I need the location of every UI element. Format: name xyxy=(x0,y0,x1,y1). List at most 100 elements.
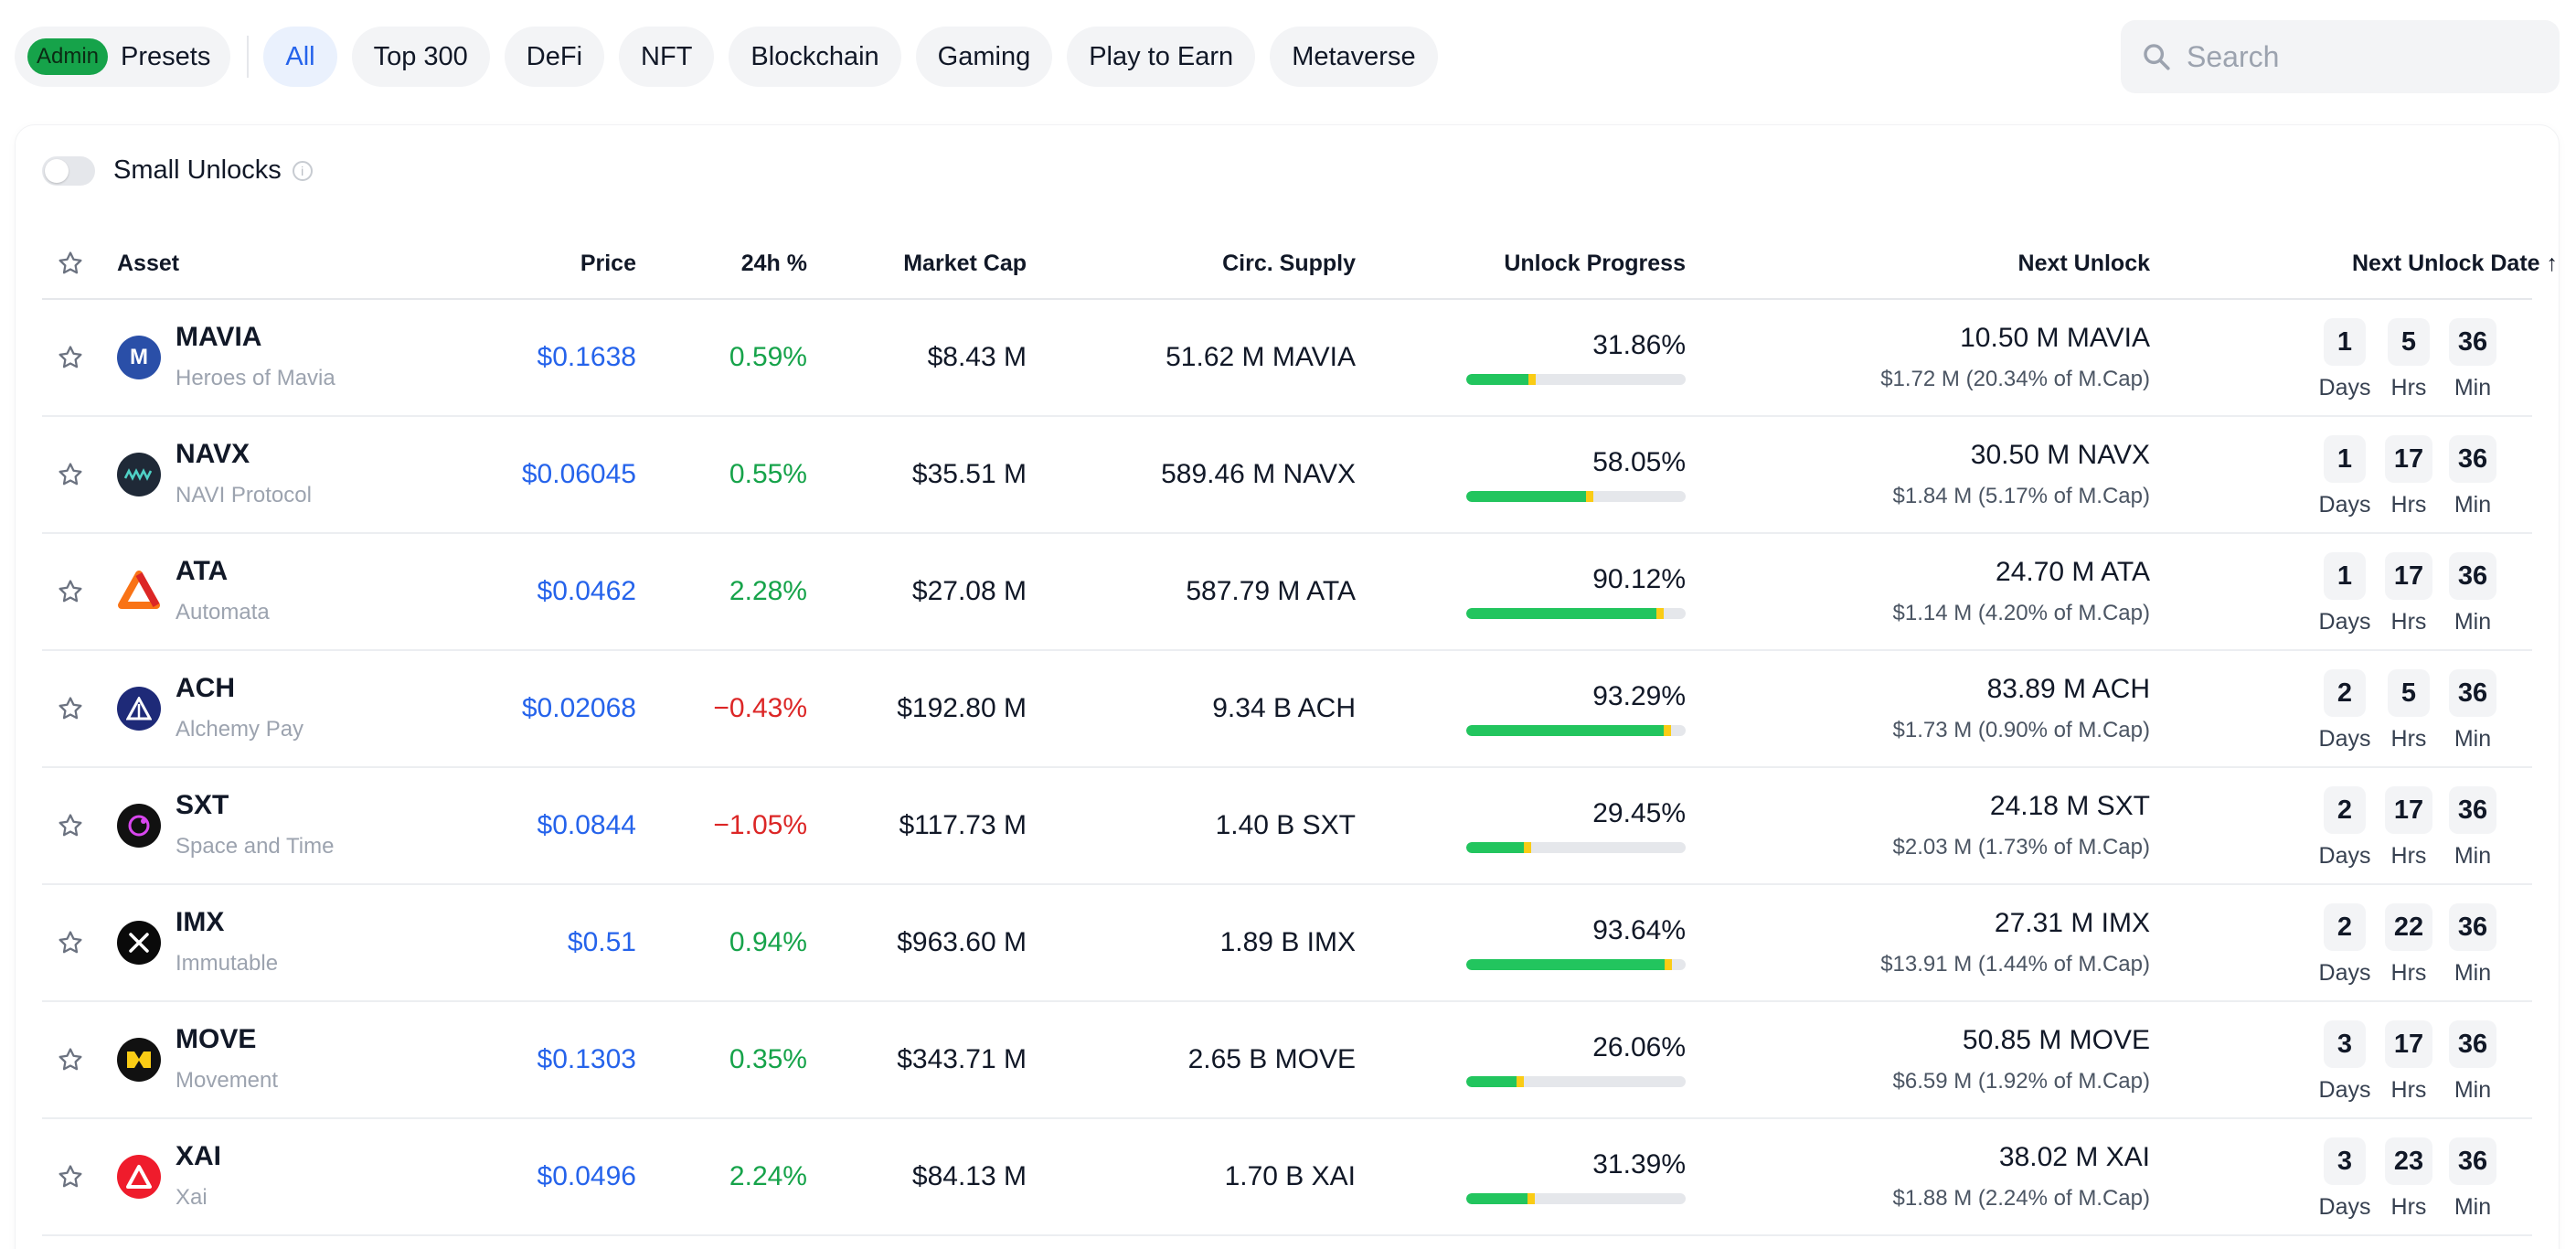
tab-nft[interactable]: NFT xyxy=(619,27,715,87)
search-box[interactable] xyxy=(2121,20,2560,93)
tab-play-to-earn[interactable]: Play to Earn xyxy=(1067,27,1256,87)
next-unlock-value: $1.72 M (20.34% of M.Cap) xyxy=(1880,367,2150,391)
asset-cell[interactable]: ATA Automata xyxy=(176,556,270,625)
price-value: $0.02068 xyxy=(521,693,636,723)
next-unlock-amount: 38.02 M XAI xyxy=(1998,1142,2150,1172)
table-row[interactable]: ACH Alchemy Pay $0.02068 −0.43% $192.80 M 9.3… xyxy=(42,651,2532,768)
price-value: $0.1303 xyxy=(537,1044,636,1074)
asset-cell[interactable]: NAVX NAVI Protocol xyxy=(176,439,312,508)
asset-symbol[interactable]: ATA xyxy=(176,556,229,586)
tab-blockchain[interactable]: Blockchain xyxy=(729,27,901,87)
table-row[interactable]: NAVX NAVI Protocol $0.06045 0.55% $35.51 M 58… xyxy=(42,417,2532,534)
automata-logo xyxy=(117,570,161,614)
asset-cell[interactable]: XAI Xai xyxy=(176,1141,221,1211)
unlock-countdown: 2 Days 17 Hrs 36 Min xyxy=(2316,786,2501,870)
unlock-progress-bar xyxy=(1466,608,1686,619)
asset-symbol[interactable]: MOVE xyxy=(176,1024,257,1054)
countdown-hours: 17 xyxy=(2384,552,2433,600)
days-label: Days xyxy=(2318,960,2371,986)
favorite-star-icon[interactable] xyxy=(57,695,84,722)
favorite-star-icon[interactable] xyxy=(57,461,84,488)
table-row[interactable]: SXT Space and Time $0.0844 −1.05% $117.73 M 1… xyxy=(42,768,2532,885)
asset-cell[interactable]: MOVE Movement xyxy=(176,1024,278,1094)
countdown-hours: 22 xyxy=(2384,903,2433,951)
tab-metaverse[interactable]: Metaverse xyxy=(1270,27,1438,87)
next-unlock-cell: 50.85 M MOVE $6.59 M (1.92% of M.Cap) xyxy=(1779,1002,2150,1117)
unlocks-card xyxy=(15,124,2560,1249)
presets-button[interactable]: Admin Presets xyxy=(15,27,231,87)
header-market-cap[interactable]: Market Cap xyxy=(903,250,1027,276)
days-label: Days xyxy=(2318,609,2371,635)
unlock-progress-percent: 29.45% xyxy=(1592,798,1686,828)
circ-supply-value: 589.46 M NAVX xyxy=(1161,459,1356,489)
next-unlock-amount: 30.50 M NAVX xyxy=(1970,440,2150,470)
countdown-hours: 17 xyxy=(2384,435,2433,483)
search-input[interactable] xyxy=(2187,39,2534,74)
asset-symbol[interactable]: ACH xyxy=(176,673,235,703)
small-unlocks-label: Small Unlocks xyxy=(113,155,282,185)
minutes-label: Min xyxy=(2454,960,2492,986)
header-24h-change[interactable]: 24h % xyxy=(740,250,807,276)
header-circ-supply[interactable]: Circ. Supply xyxy=(1222,250,1356,276)
countdown-days: 3 xyxy=(2324,1020,2366,1068)
tab-defi[interactable]: DeFi xyxy=(504,27,605,87)
next-unlock-value: $6.59 M (1.92% of M.Cap) xyxy=(1892,1069,2150,1094)
favorite-star-icon[interactable] xyxy=(57,344,84,371)
tab-gaming[interactable]: Gaming xyxy=(915,27,1053,87)
table-row[interactable]: ATA Automata $0.0462 2.28% $27.08 M 587.79 M … xyxy=(42,534,2532,651)
unlock-progress-percent: 31.86% xyxy=(1592,330,1686,360)
info-icon[interactable]: i xyxy=(292,160,313,181)
hours-label: Hrs xyxy=(2390,843,2427,869)
circ-supply-value: 587.79 M ATA xyxy=(1186,576,1356,606)
small-unlocks-toggle[interactable] xyxy=(42,155,95,186)
favorite-star-icon[interactable] xyxy=(57,1163,84,1190)
minutes-label: Min xyxy=(2454,375,2492,400)
admin-badge: Admin xyxy=(27,38,109,75)
tab-top-300[interactable]: Top 300 xyxy=(351,27,490,87)
days-label: Days xyxy=(2318,843,2371,869)
hours-label: Hrs xyxy=(2390,492,2427,518)
favorite-star-icon[interactable] xyxy=(57,1046,84,1073)
table-row[interactable]: M MAVIA Heroes of Mavia $0.1638 0.59% $8.43 M… xyxy=(42,300,2532,417)
header-next-unlock[interactable]: Next Unlock xyxy=(2017,250,2150,276)
next-unlock-cell: 24.70 M ATA $1.14 M (4.20% of M.Cap) xyxy=(1779,534,2150,649)
hours-label: Hrs xyxy=(2390,1194,2427,1220)
tab-all[interactable]: All xyxy=(263,27,337,87)
unlock-progress-cell: 29.45% xyxy=(1466,768,1686,883)
unlock-progress-percent: 26.06% xyxy=(1592,1032,1686,1062)
header-price[interactable]: Price xyxy=(580,250,636,276)
progress-tip xyxy=(1528,374,1537,385)
countdown-days: 2 xyxy=(2324,903,2366,951)
unlock-countdown: 3 Days 23 Hrs 36 Min xyxy=(2316,1137,2501,1221)
unlock-progress-percent: 90.12% xyxy=(1592,564,1686,594)
countdown-minutes: 36 xyxy=(2448,318,2497,366)
asset-cell[interactable]: SXT Space and Time xyxy=(176,790,334,859)
table-row[interactable]: MOVE Movement $0.1303 0.35% $343.71 M 2.65 B … xyxy=(42,1002,2532,1119)
asset-symbol[interactable]: NAVX xyxy=(176,439,250,469)
asset-cell[interactable]: MAVIA Heroes of Mavia xyxy=(176,322,335,391)
asset-cell[interactable]: ACH Alchemy Pay xyxy=(176,673,303,742)
header-unlock-progress[interactable]: Unlock Progress xyxy=(1504,250,1686,276)
star-icon[interactable] xyxy=(57,250,84,277)
countdown-days: 1 xyxy=(2324,435,2366,483)
progress-tip xyxy=(1586,491,1594,502)
table-row[interactable]: XAI Xai $0.0496 2.24% $84.13 M 1.70 B XAI 31.3… xyxy=(42,1119,2532,1236)
price-value: $0.0462 xyxy=(537,576,636,606)
asset-cell[interactable]: IMX Immutable xyxy=(176,907,278,977)
unlock-progress-bar xyxy=(1466,842,1686,853)
header-next-unlock-date[interactable]: Next Unlock Date ↑ xyxy=(2351,250,2558,276)
asset-symbol[interactable]: SXT xyxy=(176,790,229,820)
market-cap-value: $84.13 M xyxy=(911,1161,1027,1191)
header-asset[interactable]: Asset xyxy=(117,250,180,276)
table-row[interactable]: IMX Immutable $0.51 0.94% $963.60 M 1.89 B IM… xyxy=(42,885,2532,1002)
favorite-star-icon[interactable] xyxy=(57,812,84,839)
asset-symbol[interactable]: MAVIA xyxy=(176,322,262,352)
asset-symbol[interactable]: IMX xyxy=(176,907,225,937)
change-24h-value: 0.59% xyxy=(729,342,807,372)
search-icon xyxy=(2144,44,2170,70)
favorite-star-icon[interactable] xyxy=(57,578,84,605)
progress-tip xyxy=(1523,842,1531,853)
asset-symbol[interactable]: XAI xyxy=(176,1141,222,1171)
favorite-star-icon[interactable] xyxy=(57,929,84,956)
progress-fill xyxy=(1466,608,1665,619)
